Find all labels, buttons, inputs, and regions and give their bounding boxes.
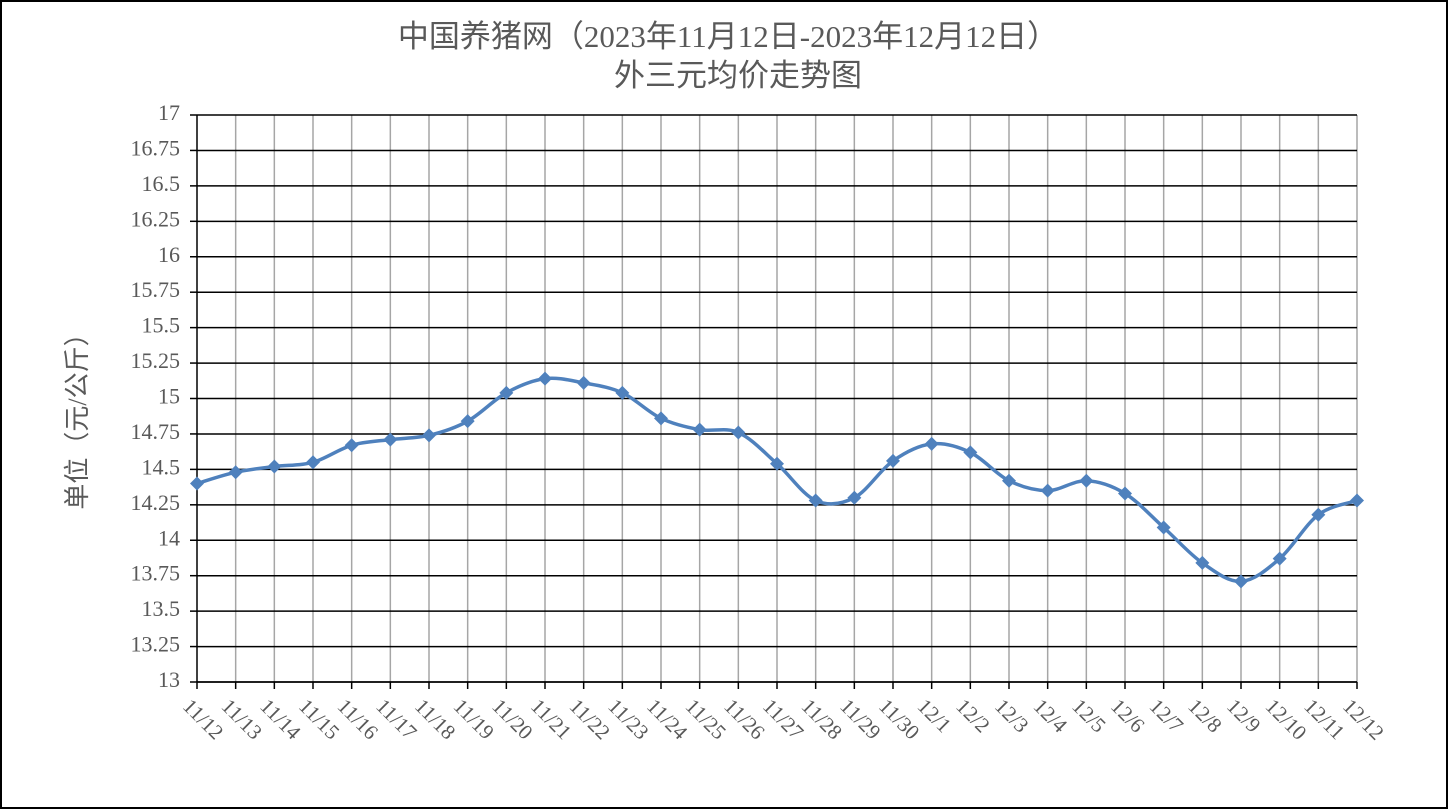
data-point [576, 375, 591, 390]
data-point [1195, 555, 1210, 570]
y-tick-label: 15.75 [131, 277, 181, 302]
y-tick-label: 14 [158, 525, 180, 550]
data-point [692, 422, 707, 437]
data-point [190, 476, 204, 491]
y-tick-label: 13.5 [142, 596, 181, 621]
y-tick-label: 16.25 [131, 206, 181, 231]
data-point [228, 465, 243, 480]
chart-title: 中国养猪网（2023年11月12日-2023年12月12日） [398, 19, 1058, 54]
data-point [383, 432, 398, 447]
y-tick-label: 15.25 [131, 348, 181, 373]
data-point [924, 436, 939, 451]
data-point [847, 490, 862, 505]
data-point [267, 459, 282, 474]
data-point [1350, 493, 1364, 508]
data-point [1156, 520, 1171, 535]
data-point [1272, 551, 1287, 566]
data-point [1118, 486, 1132, 501]
data-point [1079, 473, 1094, 488]
y-tick-label: 15 [158, 384, 180, 409]
data-point [1311, 507, 1326, 522]
y-tick-label: 14.5 [142, 454, 181, 479]
y-tick-label: 15.5 [142, 313, 181, 338]
data-point [963, 445, 978, 460]
data-point [615, 385, 630, 400]
y-tick-label: 14.25 [131, 490, 181, 515]
data-point [654, 411, 668, 426]
data-point [1040, 483, 1055, 498]
y-tick-label: 13.25 [131, 632, 181, 657]
data-point [731, 425, 746, 440]
data-point [770, 456, 784, 471]
data-point [499, 385, 514, 400]
data-point [886, 453, 900, 468]
data-point [808, 493, 823, 508]
y-tick-label: 14.75 [131, 419, 181, 444]
data-point [538, 371, 552, 386]
y-tick-label: 16 [158, 242, 180, 267]
data-point [460, 414, 475, 429]
data-point [422, 428, 436, 443]
y-axis-label: 单位（元/公斤） [63, 320, 92, 509]
y-tick-label: 16.75 [131, 135, 181, 160]
y-tick-label: 13.75 [131, 561, 181, 586]
y-tick-label: 17 [158, 100, 180, 125]
data-point [1002, 473, 1016, 488]
data-point [344, 438, 359, 453]
chart-subtitle: 外三元均价走势图 [614, 58, 862, 93]
y-tick-label: 16.5 [142, 171, 181, 196]
y-tick-label: 13 [158, 667, 180, 692]
data-point [306, 455, 320, 470]
data-point [1234, 574, 1248, 589]
